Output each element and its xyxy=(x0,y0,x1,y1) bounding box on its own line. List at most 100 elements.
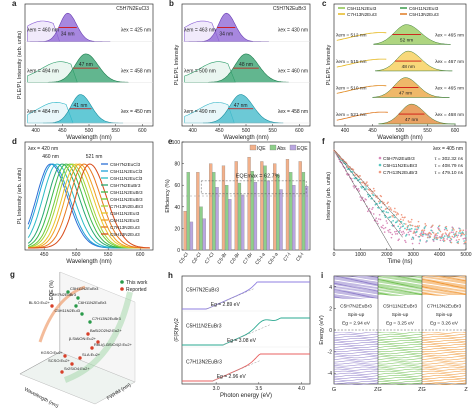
valence-band xyxy=(422,335,467,338)
x-tick-label: 550 xyxy=(268,128,277,134)
tauc-fit xyxy=(212,360,260,382)
decay-point xyxy=(440,236,443,238)
valence-band xyxy=(421,337,467,340)
valence-band xyxy=(421,360,467,363)
bar-abs xyxy=(186,172,190,251)
decay-point xyxy=(418,225,421,227)
conduction-band xyxy=(333,286,379,289)
decay-point xyxy=(459,229,462,232)
decay-point xyxy=(393,210,395,213)
k-point-label: G xyxy=(332,387,336,393)
decay-point xyxy=(378,202,381,205)
decay-point xyxy=(422,231,425,233)
decay-point xyxy=(461,232,464,235)
lambda-ex-label: λex = 467 nm xyxy=(435,59,464,65)
k-point-label: ZG xyxy=(418,387,426,393)
series-name: C7H13N2EuBr3 xyxy=(186,359,222,365)
series-name: C5H7N2EuBr3 xyxy=(340,303,372,309)
trend-arrow xyxy=(38,285,86,343)
decay-point xyxy=(391,224,394,227)
conduction-band xyxy=(377,293,423,295)
absorption-curve xyxy=(182,317,310,346)
decay-point xyxy=(384,226,387,229)
valence-band xyxy=(333,372,379,375)
fit-line xyxy=(333,149,403,238)
decay-point xyxy=(377,200,380,203)
decay-point xyxy=(383,201,385,204)
decay-point xyxy=(404,227,406,230)
decay-point xyxy=(417,220,420,223)
conduction-band xyxy=(421,294,467,296)
lambda-em-label: λem = 521 nm xyxy=(336,112,367,118)
legend-marker xyxy=(378,156,382,160)
lambda-em-label: λem = 490 nm xyxy=(184,109,216,115)
conduction-band xyxy=(377,278,423,281)
fwhm-label: 34 nm xyxy=(61,31,75,37)
valence-band xyxy=(377,370,423,373)
decay-point xyxy=(452,231,454,234)
conduction-band xyxy=(377,288,422,291)
decay-point xyxy=(418,235,421,238)
conduction-band xyxy=(377,291,423,294)
conduction-band xyxy=(333,289,379,292)
bar-abs xyxy=(301,172,306,251)
valence-band xyxy=(377,372,423,375)
conduction-band xyxy=(377,283,423,285)
decay-point xyxy=(398,238,400,241)
legend-label: C6H11N2EuI3 xyxy=(409,6,439,11)
valence-band xyxy=(377,358,422,361)
decay-point xyxy=(353,186,356,189)
decay-point xyxy=(394,230,396,233)
axes-frame-d xyxy=(24,141,154,251)
conduction-band xyxy=(333,281,379,283)
bar-iqe xyxy=(260,161,264,251)
decay-point xyxy=(422,232,425,234)
decay-point xyxy=(384,216,387,219)
decay-point xyxy=(385,220,388,222)
valence-band xyxy=(377,368,423,371)
conduction-band xyxy=(421,288,466,291)
valence-band xyxy=(421,333,467,336)
category-label: C6-I-a xyxy=(267,251,280,266)
decay-point xyxy=(379,201,382,203)
decay-point xyxy=(380,206,383,208)
valence-band xyxy=(377,362,423,365)
decay-point xyxy=(407,220,410,222)
legend-label: Abs xyxy=(277,146,286,152)
decay-point xyxy=(412,238,415,240)
decay-point xyxy=(367,195,370,198)
data-point xyxy=(90,346,94,350)
decay-point xyxy=(378,199,381,201)
decay-point xyxy=(437,236,439,239)
decay-point xyxy=(371,208,373,211)
legend-label: This work xyxy=(126,280,148,286)
decay-point xyxy=(436,238,438,241)
valence-band xyxy=(422,348,467,351)
legend-label: C6H11N2EuCl3 xyxy=(110,176,143,181)
conduction-band xyxy=(333,285,379,288)
x-tick-label: 550 xyxy=(423,128,432,134)
ple-area xyxy=(184,61,236,83)
legend-swatch xyxy=(249,144,257,151)
x-tick-label: 400 xyxy=(341,128,350,134)
band-gap-label: Eg = 3.25 eV xyxy=(386,321,415,327)
decay-point xyxy=(464,229,467,231)
valence-band xyxy=(421,379,467,381)
legend-label: IQE xyxy=(257,146,266,152)
data-point xyxy=(78,356,82,360)
decay-point xyxy=(386,202,389,205)
decay-point xyxy=(415,228,418,231)
conduction-band xyxy=(421,275,467,278)
x-axis-label-h: Photon energy (eV) xyxy=(220,393,272,399)
decay-point xyxy=(463,240,465,242)
decay-point xyxy=(399,227,401,230)
decay-point xyxy=(451,229,454,231)
band-gap-label: Eg = 2.89 eV xyxy=(211,302,241,308)
decay-point xyxy=(427,234,430,236)
lambda-em-label: λem = 460 nm xyxy=(27,28,59,34)
pl-curve xyxy=(28,163,150,249)
valence-band xyxy=(421,344,467,346)
decay-point xyxy=(365,186,367,188)
lambda-em-label: λem = 500 nm xyxy=(184,68,216,74)
series-name: C5H7N2EuCl3 xyxy=(116,6,149,12)
